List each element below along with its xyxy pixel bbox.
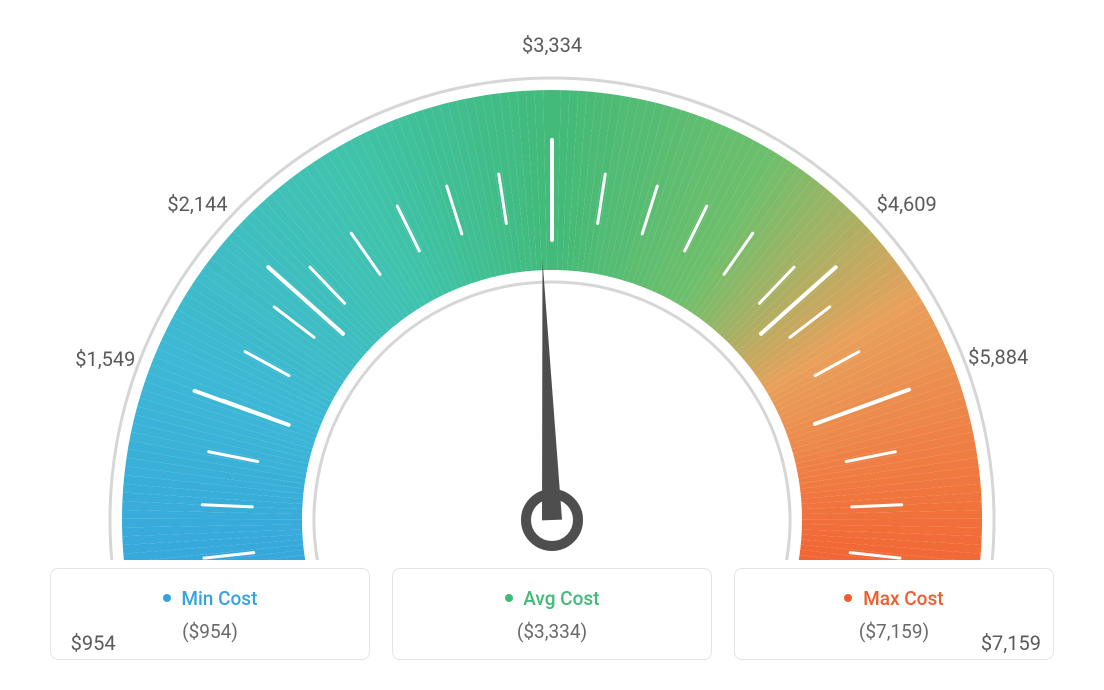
legend-title-avg: Avg Cost [403,587,701,610]
dot-icon [163,594,171,602]
legend-title-min: Min Cost [61,587,359,610]
legend-value-max: ($7,159) [745,620,1043,643]
dot-icon [844,594,852,602]
legend-row: Min Cost ($954) Avg Cost ($3,334) Max Co… [50,568,1054,660]
legend-card-avg: Avg Cost ($3,334) [392,568,712,660]
gauge-tick-label: $1,549 [75,347,135,371]
cost-gauge: $954$1,549$2,144$3,334$4,609$5,884$7,159 [52,20,1052,560]
dot-icon [505,594,513,602]
legend-value-min: ($954) [61,620,359,643]
gauge-tick-label: $2,144 [167,192,227,216]
legend-title-text: Max Cost [863,587,943,610]
gauge-tick-label: $4,609 [877,192,937,216]
gauge-tick-label: $5,884 [968,345,1028,369]
gauge-svg [52,20,1052,560]
legend-title-max: Max Cost [745,587,1043,610]
legend-value-avg: ($3,334) [403,620,701,643]
gauge-tick-label: $3,334 [522,33,582,57]
legend-title-text: Avg Cost [523,587,599,610]
legend-card-min: Min Cost ($954) [50,568,370,660]
legend-card-max: Max Cost ($7,159) [734,568,1054,660]
legend-title-text: Min Cost [181,587,257,610]
